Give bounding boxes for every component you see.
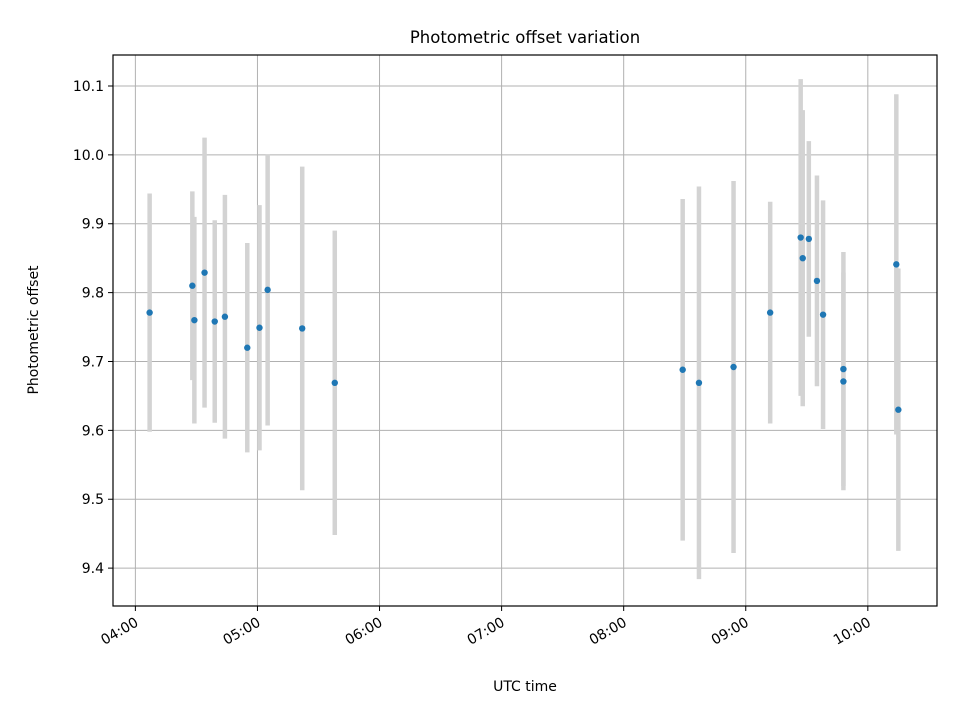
y-tick-label: 9.6	[82, 423, 104, 439]
x-axis-label: UTC time	[493, 679, 557, 695]
data-point	[189, 282, 196, 289]
data-point	[895, 406, 902, 413]
data-point	[264, 286, 271, 294]
y-tick-label: 9.4	[82, 561, 104, 577]
data-point	[766, 309, 774, 316]
data-point	[191, 316, 198, 324]
y-tick-label: 10.0	[73, 148, 104, 164]
data-point	[211, 318, 218, 325]
data-point	[840, 365, 847, 373]
data-point	[201, 269, 208, 276]
plot-area	[113, 55, 937, 606]
data-point	[730, 363, 737, 371]
data-point	[256, 324, 263, 331]
data-point	[695, 379, 703, 387]
chart-title: Photometric offset variation	[410, 28, 640, 47]
y-tick-label: 9.8	[82, 286, 104, 302]
data-point	[893, 261, 900, 268]
data-point	[146, 309, 153, 316]
y-tick-label: 10.1	[73, 79, 104, 95]
data-point	[813, 277, 821, 285]
data-point	[840, 378, 847, 385]
data-point	[819, 311, 827, 318]
data-point	[797, 234, 804, 241]
plot-frame	[112, 54, 938, 607]
data-point	[799, 254, 806, 262]
data-point	[679, 366, 686, 373]
y-tick-label: 9.9	[82, 217, 104, 233]
y-tick-label: 9.5	[82, 492, 104, 508]
y-tick-label: 9.7	[82, 354, 104, 370]
data-point	[221, 313, 229, 320]
y-axis: 9.4 9.5 9.6 9.7 9.8 9.9 10.0 10.1	[73, 79, 113, 577]
data-point	[805, 235, 813, 243]
y-axis-label: Photometric offset	[26, 265, 42, 395]
data-point	[299, 325, 306, 332]
data-point	[244, 344, 251, 351]
data-point	[331, 379, 338, 387]
data-points	[146, 234, 902, 413]
